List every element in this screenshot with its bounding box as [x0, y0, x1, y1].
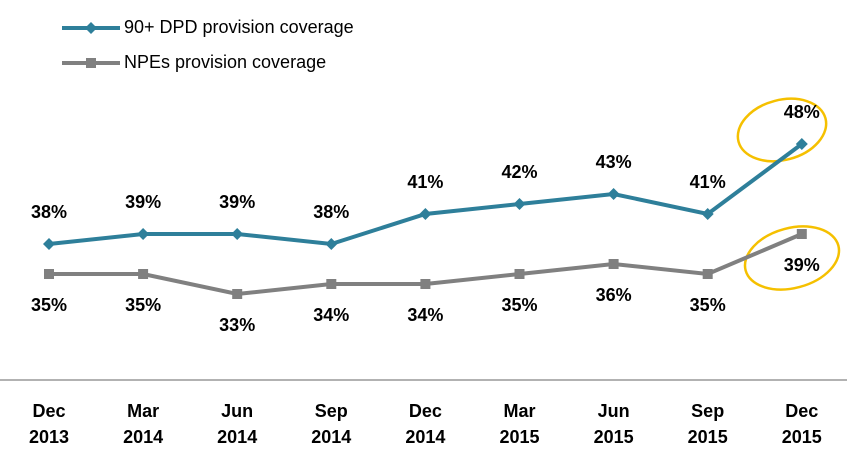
data-label: 38% [313, 202, 349, 222]
x-tick-label: Dec 2014 [405, 401, 446, 447]
x-tick-label: Mar 2015 [499, 401, 540, 447]
legend-label: NPEs provision coverage [124, 52, 326, 72]
point [419, 208, 432, 220]
data-label: 34% [407, 305, 443, 325]
legend-marker [86, 58, 96, 68]
data-label: 36% [596, 285, 632, 305]
data-label: 38% [31, 202, 67, 222]
point [326, 279, 337, 289]
point [608, 259, 619, 269]
x-tick-label: Mar 2014 [123, 401, 164, 447]
x-tick-label: Jun 2015 [593, 401, 634, 447]
point [420, 279, 431, 289]
point [43, 238, 55, 250]
data-label: 39% [784, 255, 820, 275]
point [514, 269, 525, 279]
point [138, 269, 149, 279]
x-tick-label: Dec 2013 [28, 401, 70, 447]
data-label: 42% [501, 162, 537, 182]
data-label: 39% [219, 192, 255, 212]
data-label: 39% [125, 192, 161, 212]
data-label: 41% [690, 172, 726, 192]
x-tick-label: Sep 2015 [687, 401, 728, 447]
data-label: 35% [31, 295, 67, 315]
point [232, 289, 243, 299]
x-tick-label: Sep 2014 [311, 401, 352, 447]
point [513, 198, 526, 210]
data-label: 41% [407, 172, 443, 192]
point [137, 228, 150, 240]
point [701, 208, 714, 220]
data-label: 34% [313, 305, 349, 325]
point [795, 138, 808, 150]
highlight-circle [736, 97, 828, 163]
x-tick-label: Dec 2015 [781, 401, 822, 447]
point [325, 238, 338, 250]
series-line [48, 142, 803, 247]
legend-label: 90+ DPD provision coverage [124, 17, 354, 37]
point [44, 269, 54, 279]
data-label: 35% [690, 295, 726, 315]
point [607, 188, 620, 200]
data-label: 35% [501, 295, 537, 315]
legend-marker [85, 22, 97, 34]
x-tick-label: Jun 2014 [217, 401, 258, 447]
data-label: 48% [784, 102, 820, 122]
data-label: 43% [596, 152, 632, 172]
point [796, 229, 807, 239]
data-label: 35% [125, 295, 161, 315]
data-label: 33% [219, 315, 255, 335]
point [231, 228, 244, 240]
highlight-circle [743, 225, 841, 291]
point [702, 269, 713, 279]
